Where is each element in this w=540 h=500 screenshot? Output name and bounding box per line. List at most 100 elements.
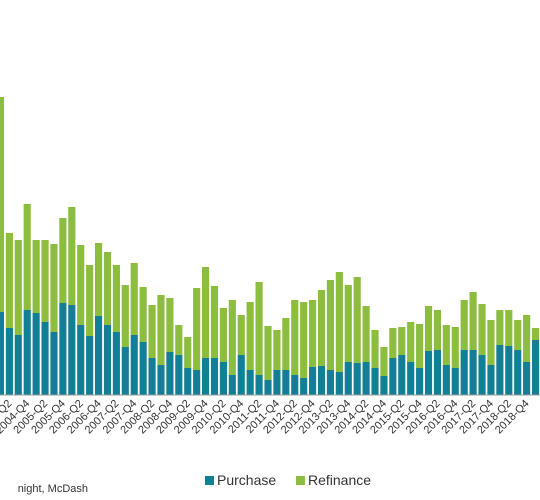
bar-segment bbox=[184, 337, 192, 368]
bar-segment bbox=[41, 240, 49, 322]
bar-segment bbox=[86, 265, 94, 336]
bar-segment bbox=[264, 326, 272, 380]
bar-segment bbox=[469, 350, 477, 395]
bar-segment bbox=[478, 355, 486, 395]
bar-segment bbox=[5, 328, 13, 395]
bar-segment bbox=[309, 367, 317, 395]
bar-segment bbox=[407, 362, 415, 395]
bar-segment bbox=[353, 277, 361, 363]
bar-segment bbox=[166, 298, 174, 352]
bar-segment bbox=[317, 366, 326, 395]
bar-segment bbox=[50, 244, 58, 332]
bar-segment bbox=[157, 365, 165, 395]
bar-segment bbox=[496, 345, 504, 395]
bar-segment bbox=[5, 233, 13, 328]
bar-segment bbox=[255, 375, 263, 395]
bar-segment bbox=[416, 368, 424, 395]
bar-segment bbox=[68, 207, 76, 305]
bar-segment bbox=[451, 327, 459, 368]
bar-segment bbox=[326, 370, 334, 395]
bar-segment bbox=[237, 355, 245, 395]
bar-segment bbox=[32, 240, 40, 313]
bar-segment bbox=[228, 375, 236, 395]
bar-segment bbox=[531, 340, 540, 395]
bar-segment bbox=[193, 288, 201, 370]
bar-segment bbox=[398, 327, 406, 355]
bar-segment bbox=[469, 292, 477, 350]
bar-segment bbox=[202, 267, 210, 358]
bar-segment bbox=[353, 363, 361, 395]
bar-segment bbox=[23, 204, 31, 310]
bar-segment bbox=[210, 286, 219, 358]
bar-segment bbox=[335, 372, 343, 395]
bar-segment bbox=[175, 325, 183, 355]
bar-segment bbox=[246, 302, 254, 370]
bar-segment bbox=[228, 300, 236, 375]
bar-segment bbox=[14, 335, 22, 395]
bar-segment bbox=[362, 362, 370, 395]
bar-segment bbox=[148, 305, 156, 358]
bar-segment bbox=[309, 300, 317, 367]
bar-segment bbox=[505, 310, 513, 346]
bar-segment bbox=[398, 355, 406, 395]
bar-segment bbox=[442, 325, 450, 365]
bar-segment bbox=[157, 295, 165, 365]
bar-segment bbox=[514, 350, 522, 395]
bar-segment bbox=[121, 285, 129, 347]
bar-segment bbox=[14, 240, 22, 335]
bar-segment bbox=[219, 308, 227, 362]
bar-segment bbox=[193, 370, 201, 395]
bar-segment bbox=[139, 287, 147, 342]
legend-label: Purchase bbox=[217, 472, 276, 488]
legend-swatch bbox=[296, 476, 305, 485]
bar-segment bbox=[94, 316, 103, 395]
bar-segment bbox=[344, 285, 352, 362]
bar-segment bbox=[380, 347, 388, 376]
bar-segment bbox=[389, 328, 397, 358]
bar-segment bbox=[487, 365, 495, 395]
bar-segment bbox=[246, 370, 254, 395]
bar-segment bbox=[23, 310, 31, 395]
legend-label: Refinance bbox=[308, 472, 371, 488]
bar-segment bbox=[219, 362, 227, 395]
bar-segment bbox=[166, 352, 174, 395]
bar-segment bbox=[112, 265, 120, 332]
bar-segment bbox=[389, 358, 397, 395]
bar-segment bbox=[442, 365, 450, 395]
bar-segment bbox=[139, 342, 147, 395]
bar-segment bbox=[523, 315, 531, 362]
bar-segment bbox=[380, 376, 388, 395]
bar-segment bbox=[255, 282, 263, 375]
bar-segment bbox=[424, 306, 433, 351]
bar-segment bbox=[424, 351, 433, 395]
bar-segment bbox=[523, 362, 531, 395]
bar-segment bbox=[317, 290, 326, 366]
bar-segment bbox=[121, 347, 129, 395]
bar-segment bbox=[41, 322, 49, 395]
bar-segment bbox=[0, 312, 5, 395]
bar-segment bbox=[50, 332, 58, 395]
bar-segment bbox=[371, 330, 379, 368]
bar-segment bbox=[300, 378, 308, 395]
bar-segment bbox=[77, 245, 85, 325]
bar-segment bbox=[291, 300, 299, 375]
legend-swatch bbox=[205, 476, 214, 485]
bar-segment bbox=[433, 350, 442, 395]
bar-segment bbox=[237, 315, 245, 355]
bar-segment bbox=[326, 280, 334, 370]
bar-segment bbox=[273, 370, 281, 395]
bar-segment bbox=[487, 320, 495, 365]
bar-segment bbox=[460, 300, 468, 350]
bar-segment bbox=[362, 306, 370, 362]
bar-segment bbox=[514, 320, 522, 350]
bar-segment bbox=[210, 358, 219, 395]
bar-segment bbox=[184, 368, 192, 395]
bar-segment bbox=[59, 218, 67, 303]
bar-segment bbox=[148, 358, 156, 395]
bar-segment bbox=[103, 325, 112, 395]
bar-segment bbox=[264, 380, 272, 395]
bar-segment bbox=[130, 263, 138, 335]
bar-segment bbox=[59, 303, 67, 395]
